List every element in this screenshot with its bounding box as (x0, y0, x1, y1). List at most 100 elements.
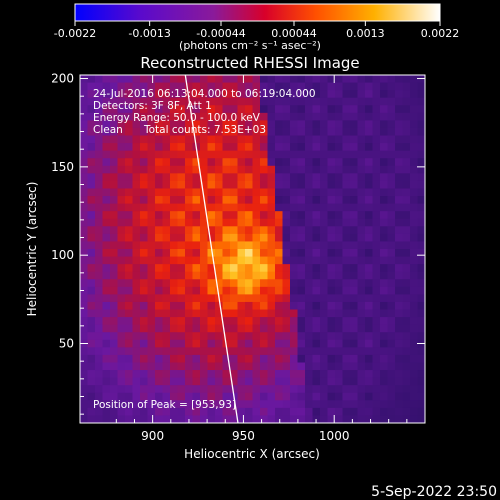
colorbar-tick-label: 0.00044 (271, 27, 317, 40)
heatmap-cell (132, 97, 141, 106)
heatmap-cell (170, 218, 179, 227)
heatmap-cell (267, 249, 276, 258)
heatmap-cell (365, 264, 374, 273)
heatmap-cell (177, 135, 186, 144)
heatmap-cell (177, 377, 186, 386)
heatmap-cell (140, 105, 149, 114)
heatmap-cell (200, 407, 209, 417)
heatmap-cell (275, 135, 284, 144)
heatmap-cell (372, 112, 381, 121)
heatmap-cell (102, 75, 111, 84)
heatmap-cell (185, 264, 194, 273)
heatmap-cell (380, 165, 389, 174)
heatmap-cell (87, 400, 96, 409)
heatmap-cell (147, 400, 156, 409)
heatmap-cell (102, 241, 111, 250)
heatmap-cell (290, 385, 299, 394)
heatmap-cell (357, 143, 366, 152)
heatmap-cell (95, 385, 104, 394)
heatmap-cell (252, 385, 261, 394)
heatmap-cell (402, 127, 411, 137)
heatmap-cell (417, 75, 425, 84)
heatmap-cell (245, 301, 254, 311)
heatmap-cell (395, 317, 404, 326)
heatmap-cell (132, 233, 141, 243)
heatmap-cell (245, 347, 254, 356)
heatmap-cell (95, 135, 104, 144)
heatmap-cell (350, 165, 359, 174)
heatmap-cell (267, 415, 276, 423)
heatmap-cell (140, 158, 149, 167)
heatmap-cell (170, 347, 179, 356)
heatmap-cell (200, 75, 209, 84)
heatmap-cell (170, 97, 179, 106)
heatmap-cell (417, 392, 425, 401)
heatmap-cell (312, 143, 321, 152)
heatmap-cell (110, 143, 119, 152)
heatmap-cell (297, 75, 306, 84)
heatmap-cell (110, 233, 119, 243)
heatmap-cell (335, 400, 344, 409)
heatmap-cell (410, 150, 419, 159)
heatmap-cell (312, 233, 321, 243)
heatmap-cell (245, 241, 254, 250)
heatmap-cell (260, 233, 269, 243)
heatmap-cell (260, 188, 269, 197)
heatmap-cell (350, 347, 359, 356)
heatmap-cell (335, 301, 344, 311)
heatmap-cell (357, 188, 366, 197)
heatmap-cell (357, 407, 366, 417)
heatmap-cell (207, 233, 216, 243)
heatmap-cell (177, 249, 186, 258)
heatmap-cell (80, 218, 89, 227)
heatmap-cell (275, 377, 284, 386)
heatmap-cell (207, 332, 216, 341)
heatmap-cell (372, 150, 381, 159)
heatmap-cell (350, 226, 359, 235)
heatmap-cell (350, 105, 359, 114)
heatmap-cell (387, 173, 396, 182)
heatmap-cell (350, 317, 359, 326)
heatmap-cell (267, 309, 276, 318)
heatmap-cell (192, 294, 201, 303)
heatmap-cell (395, 211, 404, 220)
heatmap-cell (395, 370, 404, 379)
heatmap-cell (395, 82, 404, 91)
heatmap-cell (237, 362, 246, 371)
heatmap-cell (245, 211, 254, 220)
heatmap-cell (140, 256, 149, 265)
heatmap-cell (387, 218, 396, 227)
heatmap-cell (327, 112, 336, 121)
heatmap-cell (215, 120, 224, 129)
heatmap-cell (402, 339, 411, 348)
heatmap-cell (230, 279, 239, 288)
heatmap-cell (297, 143, 306, 152)
heatmap-cell (155, 241, 164, 250)
heatmap-cell (125, 370, 134, 379)
heatmap-cell (305, 241, 314, 250)
heatmap-cell (245, 407, 254, 417)
heatmap-cell (102, 127, 111, 137)
heatmap-cell (245, 339, 254, 348)
heatmap-cell (297, 173, 306, 182)
heatmap-cell (327, 339, 336, 348)
heatmap-cell (320, 218, 329, 227)
heatmap-cell (290, 317, 299, 326)
heatmap-cell (410, 75, 419, 84)
heatmap-cell (185, 354, 194, 364)
heatmap-cell (140, 226, 149, 235)
heatmap-cell (297, 218, 306, 227)
heatmap-cell (125, 385, 134, 394)
heatmap-cell (207, 271, 216, 280)
heatmap-cell (155, 377, 164, 386)
heatmap-cell (395, 392, 404, 401)
heatmap-cell (282, 370, 291, 379)
heatmap-cell (312, 241, 321, 250)
heatmap-cell (192, 211, 201, 220)
heatmap-cell (282, 317, 291, 326)
heatmap-cell (207, 407, 216, 417)
heatmap-cell (305, 196, 314, 205)
heatmap-cell (387, 165, 396, 174)
heatmap-cell (102, 339, 111, 348)
heatmap-cell (110, 362, 119, 371)
